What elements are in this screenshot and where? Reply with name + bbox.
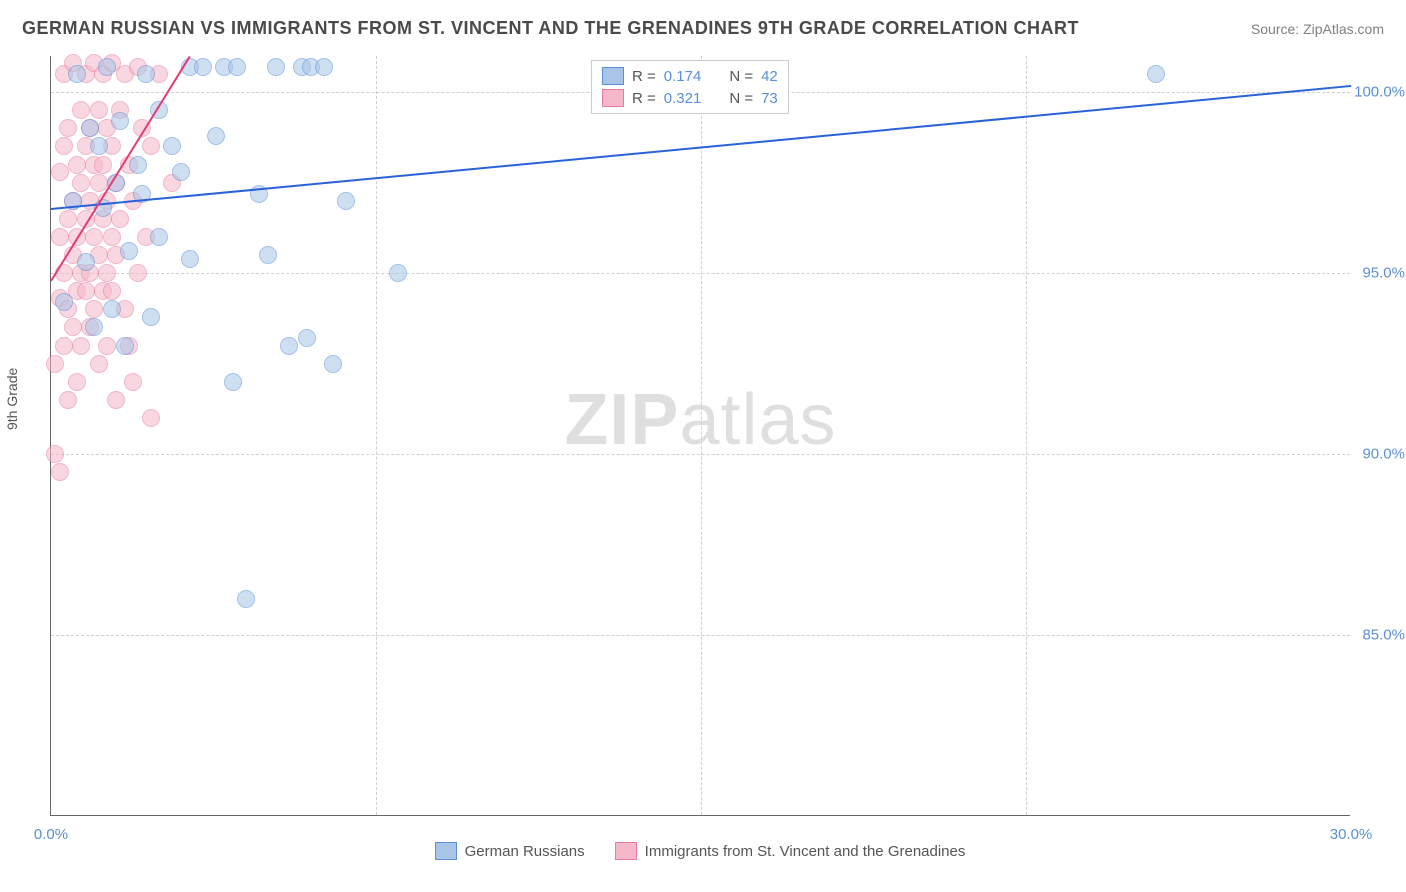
legend-item: German Russians xyxy=(435,842,585,860)
data-point xyxy=(103,300,121,318)
x-tick-label: 0.0% xyxy=(34,826,68,843)
data-point xyxy=(85,300,103,318)
data-point xyxy=(129,156,147,174)
grid-line xyxy=(1026,56,1027,815)
legend-swatch xyxy=(602,67,624,85)
data-point xyxy=(181,250,199,268)
legend-series-name: German Russians xyxy=(465,843,585,860)
data-point xyxy=(237,590,255,608)
data-point xyxy=(324,355,342,373)
y-tick-label: 95.0% xyxy=(1362,265,1405,282)
y-axis-label: 9th Grade xyxy=(4,368,20,430)
data-point xyxy=(228,58,246,76)
data-point xyxy=(90,355,108,373)
legend-r-label: R = xyxy=(632,90,656,107)
data-point xyxy=(72,101,90,119)
data-point xyxy=(137,65,155,83)
grid-line xyxy=(701,56,702,815)
data-point xyxy=(90,174,108,192)
data-point xyxy=(72,337,90,355)
data-point xyxy=(77,282,95,300)
legend-n-value: 42 xyxy=(761,68,778,85)
data-point xyxy=(142,409,160,427)
legend-n-label: N = xyxy=(729,90,753,107)
data-point xyxy=(68,156,86,174)
legend-r-label: R = xyxy=(632,68,656,85)
data-point xyxy=(111,112,129,130)
data-point xyxy=(224,373,242,391)
data-point xyxy=(51,163,69,181)
data-point xyxy=(259,246,277,264)
data-point xyxy=(103,282,121,300)
data-point xyxy=(81,119,99,137)
legend-row: R = 0.321 N = 73 xyxy=(602,87,778,109)
data-point xyxy=(163,137,181,155)
data-point xyxy=(116,337,134,355)
legend-swatch xyxy=(435,842,457,860)
legend-swatch xyxy=(602,89,624,107)
data-point xyxy=(298,329,316,347)
data-point xyxy=(68,373,86,391)
data-point xyxy=(51,228,69,246)
data-point xyxy=(207,127,225,145)
data-point xyxy=(107,391,125,409)
data-point xyxy=(98,337,116,355)
y-tick-label: 85.0% xyxy=(1362,627,1405,644)
data-point xyxy=(51,463,69,481)
data-point xyxy=(68,65,86,83)
data-point xyxy=(72,174,90,192)
data-point xyxy=(194,58,212,76)
data-point xyxy=(98,58,116,76)
legend-row: R = 0.174 N = 42 xyxy=(602,65,778,87)
data-point xyxy=(98,264,116,282)
plot-area: ZIPatlas 85.0%90.0%95.0%100.0%0.0%30.0%R… xyxy=(50,56,1350,816)
data-point xyxy=(59,119,77,137)
data-point xyxy=(64,318,82,336)
legend-n-label: N = xyxy=(729,68,753,85)
data-point xyxy=(267,58,285,76)
data-point xyxy=(172,163,190,181)
data-point xyxy=(142,137,160,155)
legend-stats: R = 0.174 N = 42 R = 0.321 N = 73 xyxy=(591,60,789,114)
data-point xyxy=(1147,65,1165,83)
legend-n-value: 73 xyxy=(761,90,778,107)
data-point xyxy=(142,308,160,326)
data-point xyxy=(280,337,298,355)
data-point xyxy=(59,391,77,409)
data-point xyxy=(55,337,73,355)
legend-bottom: German Russians Immigrants from St. Vince… xyxy=(50,842,1350,860)
y-tick-label: 100.0% xyxy=(1354,84,1405,101)
data-point xyxy=(389,264,407,282)
data-point xyxy=(55,137,73,155)
data-point xyxy=(337,192,355,210)
scatter-chart: ZIPatlas 85.0%90.0%95.0%100.0%0.0%30.0%R… xyxy=(50,56,1350,816)
legend-r-value: 0.174 xyxy=(664,68,702,85)
data-point xyxy=(315,58,333,76)
data-point xyxy=(111,210,129,228)
data-point xyxy=(46,355,64,373)
data-point xyxy=(55,293,73,311)
legend-r-value: 0.321 xyxy=(664,90,702,107)
data-point xyxy=(77,253,95,271)
data-point xyxy=(94,156,112,174)
data-point xyxy=(46,445,64,463)
data-point xyxy=(150,228,168,246)
data-point xyxy=(103,228,121,246)
data-point xyxy=(120,242,138,260)
chart-title: GERMAN RUSSIAN VS IMMIGRANTS FROM ST. VI… xyxy=(22,18,1079,39)
data-point xyxy=(59,210,77,228)
legend-series-name: Immigrants from St. Vincent and the Gren… xyxy=(645,843,966,860)
data-point xyxy=(85,318,103,336)
legend-swatch xyxy=(615,842,637,860)
grid-line xyxy=(376,56,377,815)
x-tick-label: 30.0% xyxy=(1330,826,1373,843)
data-point xyxy=(129,264,147,282)
legend-item: Immigrants from St. Vincent and the Gren… xyxy=(615,842,966,860)
y-tick-label: 90.0% xyxy=(1362,446,1405,463)
data-point xyxy=(85,228,103,246)
chart-source: Source: ZipAtlas.com xyxy=(1251,21,1384,37)
data-point xyxy=(124,373,142,391)
data-point xyxy=(90,101,108,119)
data-point xyxy=(90,137,108,155)
